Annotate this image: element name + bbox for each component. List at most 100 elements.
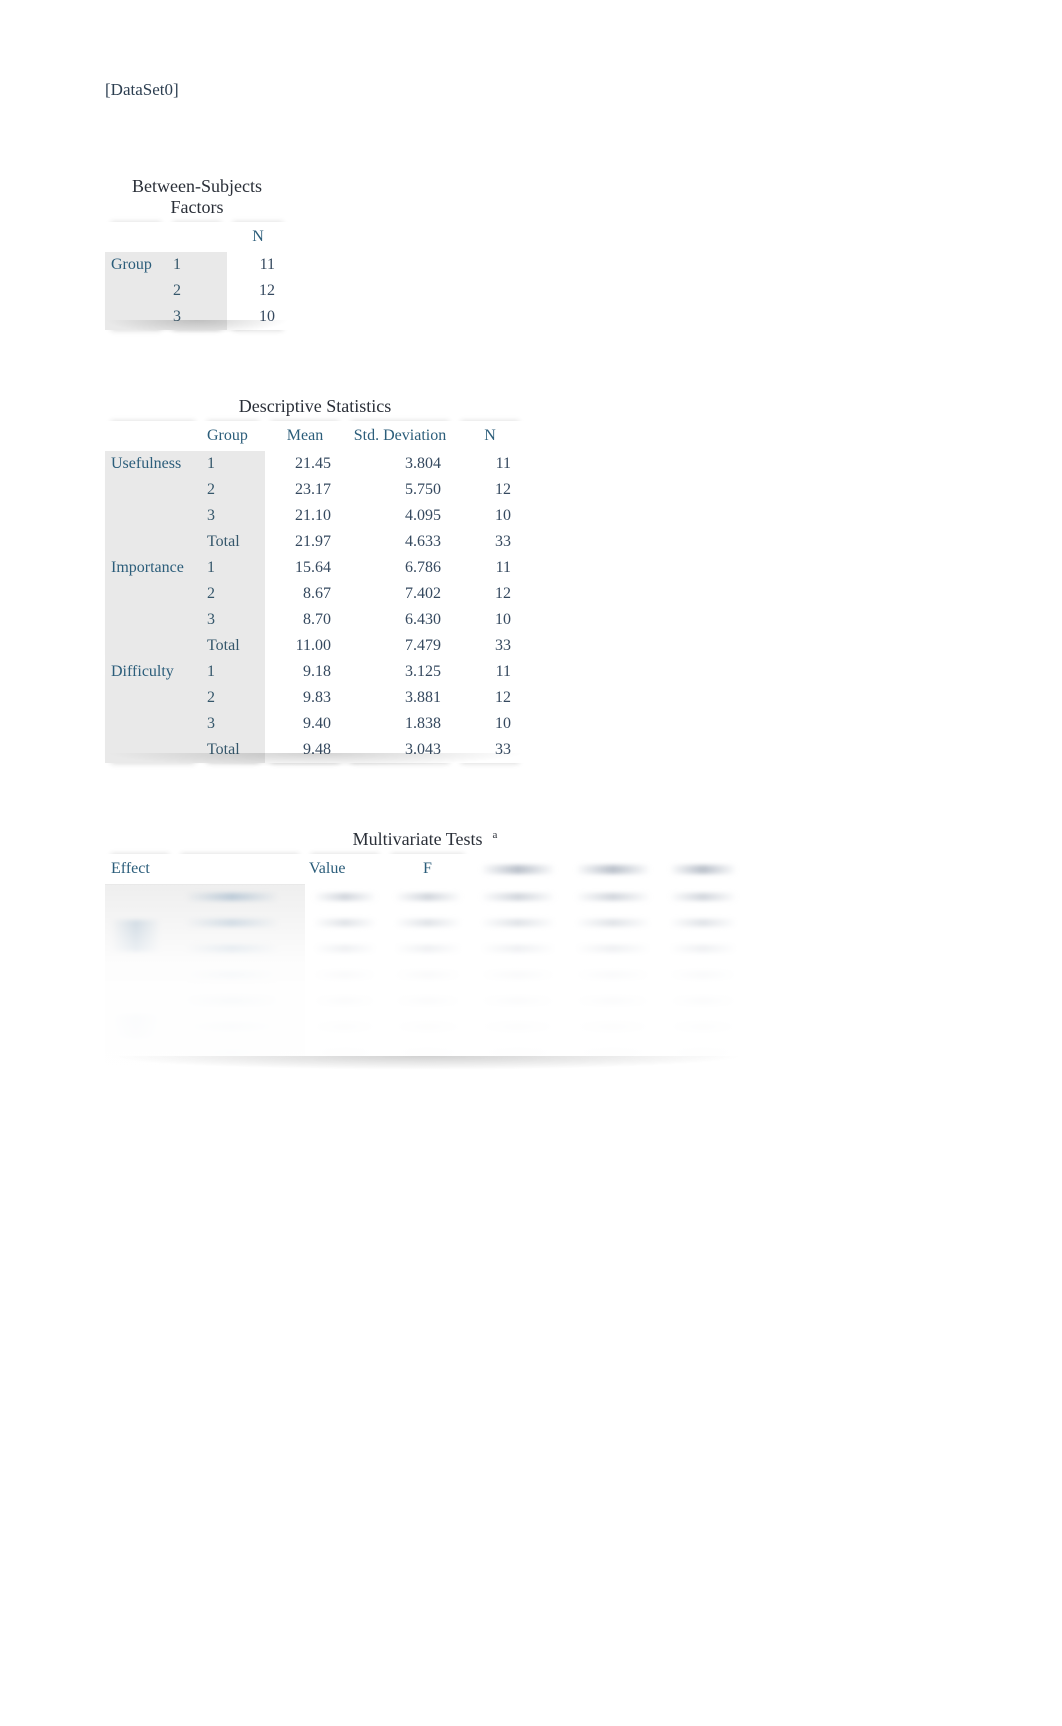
- col-sd: Std. Deviation: [345, 421, 455, 451]
- mv-value: .: [660, 936, 745, 962]
- mv-value: .: [385, 988, 470, 1014]
- descriptives-group: 1: [201, 451, 265, 477]
- mv-value: .: [305, 910, 385, 936]
- mv-value: .: [660, 910, 745, 936]
- mv-value: .: [565, 988, 660, 1014]
- descriptives-n: 12: [455, 685, 525, 711]
- descriptives-sd: 6.430: [345, 607, 455, 633]
- col-test: [175, 854, 305, 884]
- descriptives-sd: 5.750: [345, 477, 455, 503]
- mv-value: .: [470, 1040, 565, 1066]
- col-effect: Effect: [105, 854, 175, 884]
- mv-test: .: [175, 988, 305, 1014]
- descriptives-var: Usefulness: [105, 451, 201, 555]
- descriptives-sd: 7.402: [345, 581, 455, 607]
- descriptives-mean: 9.83: [265, 685, 345, 711]
- factors-n: 10: [227, 304, 289, 330]
- descriptives-table-wrap: Descriptive Statistics Group Mean Std. D…: [105, 390, 525, 763]
- mv-value: .: [305, 936, 385, 962]
- descriptives-sd: 7.479: [345, 633, 455, 659]
- mv-value: .: [565, 936, 660, 962]
- mv-value: .: [660, 884, 745, 910]
- mv-value: .: [385, 1040, 470, 1066]
- mv-value: .: [470, 988, 565, 1014]
- col-n: N: [455, 421, 525, 451]
- descriptives-n: 33: [455, 633, 525, 659]
- mv-value: .: [305, 1040, 385, 1066]
- col-var: [105, 421, 201, 451]
- multivariate-table-wrap: Multivariate Testsa Effect Value F . . .…: [105, 823, 745, 1066]
- factors-title: Between-Subjects Factors: [105, 170, 289, 222]
- col-blank: [105, 222, 167, 252]
- mv-value: .: [565, 962, 660, 988]
- multivariate-table: Effect Value F . . . ...................…: [105, 854, 745, 1066]
- multivariate-superscript: a: [483, 829, 498, 841]
- descriptives-var: Importance: [105, 555, 201, 659]
- col-obscured: .: [565, 854, 660, 884]
- descriptives-mean: 15.64: [265, 555, 345, 581]
- descriptives-title: Descriptive Statistics: [105, 390, 525, 421]
- mv-value: .: [565, 1014, 660, 1040]
- descriptives-group: 3: [201, 607, 265, 633]
- descriptives-mean: 9.40: [265, 711, 345, 737]
- mv-value: .: [305, 988, 385, 1014]
- factors-level: 3: [167, 304, 227, 330]
- factors-rowhead: Group: [105, 252, 167, 330]
- descriptives-sd: 3.881: [345, 685, 455, 711]
- descriptives-n: 10: [455, 711, 525, 737]
- descriptives-n: 11: [455, 451, 525, 477]
- mv-test: .: [175, 962, 305, 988]
- descriptives-mean: 11.00: [265, 633, 345, 659]
- mv-test: .: [175, 1040, 305, 1066]
- mv-value: .: [470, 910, 565, 936]
- descriptives-group: Total: [201, 737, 265, 763]
- descriptives-mean: 8.70: [265, 607, 345, 633]
- factors-table-wrap: Between-Subjects Factors N Group 1 11 2: [105, 170, 289, 330]
- mv-test: .: [175, 1014, 305, 1040]
- col-value: Value: [305, 854, 385, 884]
- multivariate-title-text: Multivariate Tests: [353, 829, 483, 849]
- descriptives-sd: 1.838: [345, 711, 455, 737]
- dataset-label: [DataSet0]: [105, 80, 962, 100]
- factors-level: 1: [167, 252, 227, 278]
- descriptives-sd: 3.125: [345, 659, 455, 685]
- mv-value: .: [385, 962, 470, 988]
- descriptives-sd: 3.043: [345, 737, 455, 763]
- descriptives-sd: 6.786: [345, 555, 455, 581]
- col-blank2: [167, 222, 227, 252]
- col-obscured: .: [470, 854, 565, 884]
- descriptives-sd: 4.633: [345, 529, 455, 555]
- mv-value: .: [470, 936, 565, 962]
- mv-test: .: [175, 910, 305, 936]
- descriptives-mean: 21.10: [265, 503, 345, 529]
- descriptives-sd: 3.804: [345, 451, 455, 477]
- descriptives-group: 2: [201, 477, 265, 503]
- mv-value: .: [385, 884, 470, 910]
- descriptives-n: 11: [455, 555, 525, 581]
- descriptives-mean: 9.48: [265, 737, 345, 763]
- factors-n: 12: [227, 278, 289, 304]
- descriptives-var: Difficulty: [105, 659, 201, 763]
- descriptives-sd: 4.095: [345, 503, 455, 529]
- mv-value: .: [660, 1014, 745, 1040]
- descriptives-n: 33: [455, 529, 525, 555]
- descriptives-table: Group Mean Std. Deviation N Usefulness12…: [105, 421, 525, 763]
- mv-value: .: [385, 936, 470, 962]
- mv-value: .: [660, 988, 745, 1014]
- col-n: N: [227, 222, 289, 252]
- mv-value: .: [305, 884, 385, 910]
- descriptives-n: 11: [455, 659, 525, 685]
- factors-n: 11: [227, 252, 289, 278]
- mv-value: .: [660, 1040, 745, 1066]
- multivariate-title: Multivariate Testsa: [105, 823, 745, 854]
- mv-value: .: [385, 910, 470, 936]
- descriptives-group: Total: [201, 633, 265, 659]
- mv-value: .: [305, 1014, 385, 1040]
- mv-value: .: [565, 1040, 660, 1066]
- mv-value: .: [470, 962, 565, 988]
- descriptives-mean: 9.18: [265, 659, 345, 685]
- descriptives-group: 3: [201, 711, 265, 737]
- descriptives-n: 10: [455, 503, 525, 529]
- mv-value: .: [470, 884, 565, 910]
- col-obscured: .: [660, 854, 745, 884]
